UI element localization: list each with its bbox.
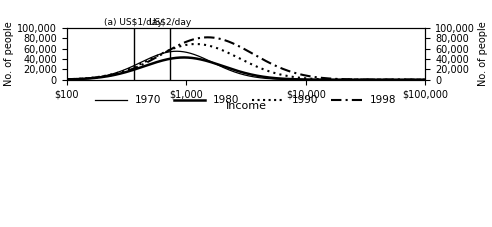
Y-axis label: No. of people: No. of people xyxy=(478,22,488,86)
Legend: 1970, 1980, 1990, 1998: 1970, 1980, 1990, 1998 xyxy=(91,91,401,110)
Text: (a) US$1/day: (a) US$1/day xyxy=(104,18,163,27)
Text: US$2/day: US$2/day xyxy=(148,18,191,27)
X-axis label: Income: Income xyxy=(225,101,267,111)
Y-axis label: No. of people: No. of people xyxy=(4,22,14,86)
